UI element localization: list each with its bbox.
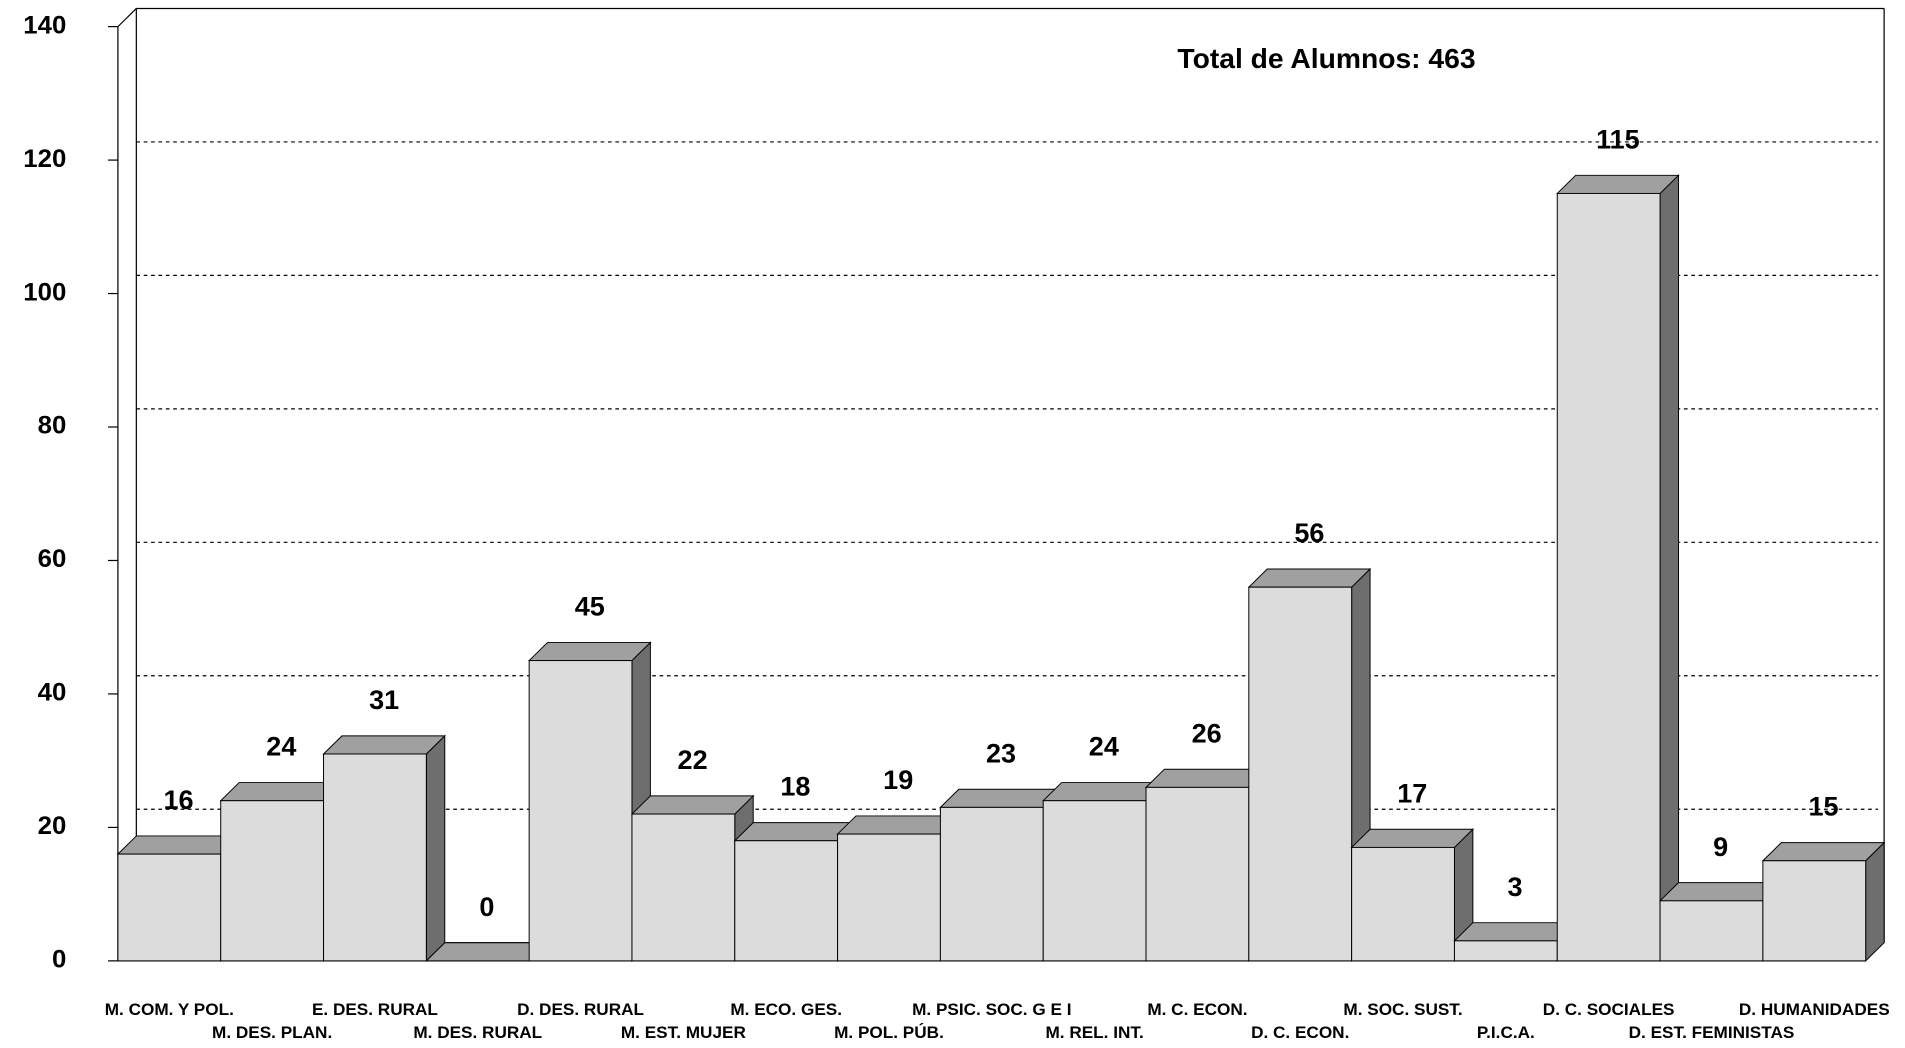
bar: [837, 833, 941, 962]
x-tick-label: M. DES. RURAL: [413, 1023, 542, 1042]
y-tick-label: 40: [38, 679, 67, 707]
x-tick-label: M. SOC. SUST.: [1343, 1000, 1462, 1019]
bar-top: [1556, 174, 1680, 194]
value-label: 26: [1192, 719, 1222, 749]
bar: [528, 660, 633, 962]
bar-top: [1350, 828, 1475, 848]
y-tick-label: 0: [52, 946, 66, 974]
bar-side: [1659, 174, 1679, 963]
bar: [1556, 192, 1661, 962]
y-tick-label: 20: [38, 812, 67, 840]
value-label: 9: [1713, 832, 1728, 862]
value-label: 22: [678, 745, 708, 775]
value-label: 56: [1294, 518, 1324, 548]
x-tick-label: D. HUMANIDADES: [1739, 1000, 1890, 1019]
x-tick-label: M. POL. PÚB.: [834, 1023, 944, 1042]
x-tick-label: P.I.C.A.: [1477, 1023, 1535, 1042]
value-label: 3: [1508, 872, 1523, 902]
value-label: 24: [266, 732, 296, 762]
bar: [1659, 900, 1764, 962]
bar: [117, 853, 222, 962]
value-label: 115: [1596, 125, 1640, 155]
bar: [220, 800, 325, 962]
value-label: 45: [575, 592, 605, 622]
bar: [1248, 586, 1353, 962]
value-label: 16: [164, 785, 194, 815]
bar: [323, 753, 427, 962]
x-tick-label: E. DES. RURAL: [312, 1000, 438, 1019]
bar-side: [425, 734, 446, 963]
bar-top: [1761, 842, 1886, 862]
bar-top: [630, 795, 755, 815]
x-tick-label: D. DES. RURAL: [517, 1000, 644, 1019]
bar: [1762, 860, 1867, 962]
value-label: 23: [986, 739, 1016, 769]
bar: [1042, 800, 1147, 962]
y-tick-label: 100: [23, 278, 66, 306]
x-tick-label: D. EST. FEMINISTAS: [1629, 1023, 1795, 1042]
x-tick-label: D. C. SOCIALES: [1543, 1000, 1675, 1019]
x-tick-label: M. C. ECON.: [1147, 1000, 1247, 1019]
y-tick-label: 60: [38, 545, 67, 573]
bar-side: [1865, 841, 1885, 963]
x-tick-label: M. REL. INT.: [1045, 1023, 1143, 1042]
bar: [1351, 846, 1455, 962]
bar: [939, 806, 1044, 962]
x-tick-label: M. PSIC. SOC. G E I: [912, 1000, 1071, 1019]
value-label: 24: [1089, 732, 1119, 762]
bar: [1145, 786, 1250, 962]
bar-top: [322, 735, 446, 755]
bar-top: [1247, 568, 1372, 588]
x-tick-label: M. ECO. GES.: [730, 1000, 842, 1019]
value-label: 15: [1808, 792, 1838, 822]
annotation: Total de Alumnos: 463: [1177, 43, 1475, 74]
y-tick-label: 140: [23, 12, 66, 40]
y-tick-label: 120: [23, 145, 66, 173]
x-tick-label: M. DES. PLAN.: [212, 1023, 332, 1042]
x-tick-label: M. EST. MUJER: [621, 1023, 746, 1042]
frame: [117, 8, 137, 28]
y-tick-label: 80: [38, 412, 67, 440]
value-label: 0: [479, 892, 494, 922]
value-label: 19: [883, 765, 913, 795]
value-label: 31: [369, 685, 399, 715]
x-tick-label: D. C. ECON.: [1251, 1023, 1349, 1042]
bar: [631, 813, 736, 962]
x-tick-label: M. COM. Y POL.: [105, 1000, 234, 1019]
bar-top: [527, 641, 652, 662]
bar: [1453, 940, 1558, 962]
bar: [734, 840, 839, 962]
value-label: 17: [1397, 779, 1427, 809]
value-label: 18: [780, 772, 810, 802]
